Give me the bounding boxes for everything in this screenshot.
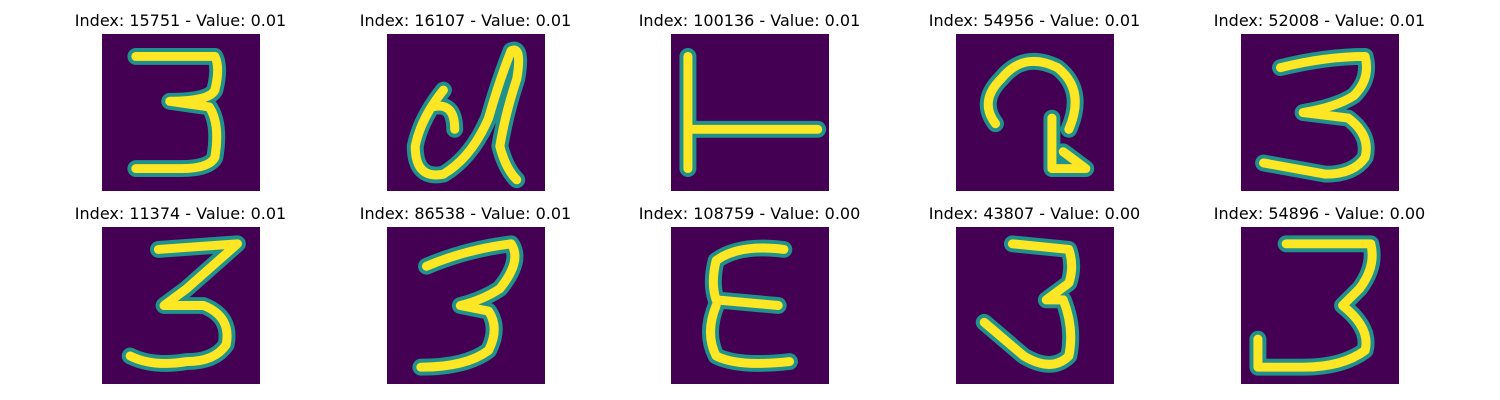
- panel-9: Index: 43807 - Value: 0.00: [892, 205, 1177, 385]
- panel-image: [387, 34, 545, 191]
- letter-image: [956, 34, 1114, 191]
- panel-title: Index: 11374 - Value: 0.01: [74, 204, 287, 223]
- panel-7: Index: 86538 - Value: 0.01: [323, 205, 608, 385]
- digit-image: [1241, 227, 1399, 384]
- panel-image: [1241, 34, 1399, 191]
- panel-title: Index: 100136 - Value: 0.01: [638, 11, 861, 30]
- letter-image: [671, 34, 829, 191]
- panel-image: [102, 34, 260, 191]
- panel-title: Index: 15751 - Value: 0.01: [74, 11, 287, 30]
- panel-10: Index: 54896 - Value: 0.00: [1177, 205, 1462, 385]
- panel-2: Index: 16107 - Value: 0.01: [323, 12, 608, 192]
- panel-title: Index: 43807 - Value: 0.00: [928, 204, 1141, 223]
- panel-title: Index: 86538 - Value: 0.01: [359, 204, 572, 223]
- panel-image: [102, 227, 260, 384]
- digit-image: [387, 227, 545, 384]
- panel-title: Index: 52008 - Value: 0.01: [1213, 11, 1426, 30]
- panel-image: [671, 34, 829, 191]
- letter-image: [671, 227, 829, 384]
- digit-image: [102, 34, 260, 191]
- panel-5: Index: 52008 - Value: 0.01: [1177, 12, 1462, 192]
- digit-image: [956, 227, 1114, 384]
- digit-image: [102, 227, 260, 384]
- panel-title: Index: 16107 - Value: 0.01: [359, 11, 572, 30]
- letter-image: [387, 34, 545, 191]
- panel-1: Index: 15751 - Value: 0.01: [38, 12, 323, 192]
- panel-4: Index: 54956 - Value: 0.01: [892, 12, 1177, 192]
- panel-title: Index: 54956 - Value: 0.01: [928, 11, 1141, 30]
- panel-title: Index: 54896 - Value: 0.00: [1213, 204, 1426, 223]
- panel-image: [387, 227, 545, 384]
- panel-image: [1241, 227, 1399, 384]
- panel-image: [956, 227, 1114, 384]
- panel-title: Index: 108759 - Value: 0.00: [638, 204, 861, 223]
- panel-3: Index: 100136 - Value: 0.01: [607, 12, 892, 192]
- panel-image: [671, 227, 829, 384]
- panel-8: Index: 108759 - Value: 0.00: [607, 205, 892, 385]
- panel-6: Index: 11374 - Value: 0.01: [38, 205, 323, 385]
- digit-image: [1241, 34, 1399, 191]
- panel-image: [956, 34, 1114, 191]
